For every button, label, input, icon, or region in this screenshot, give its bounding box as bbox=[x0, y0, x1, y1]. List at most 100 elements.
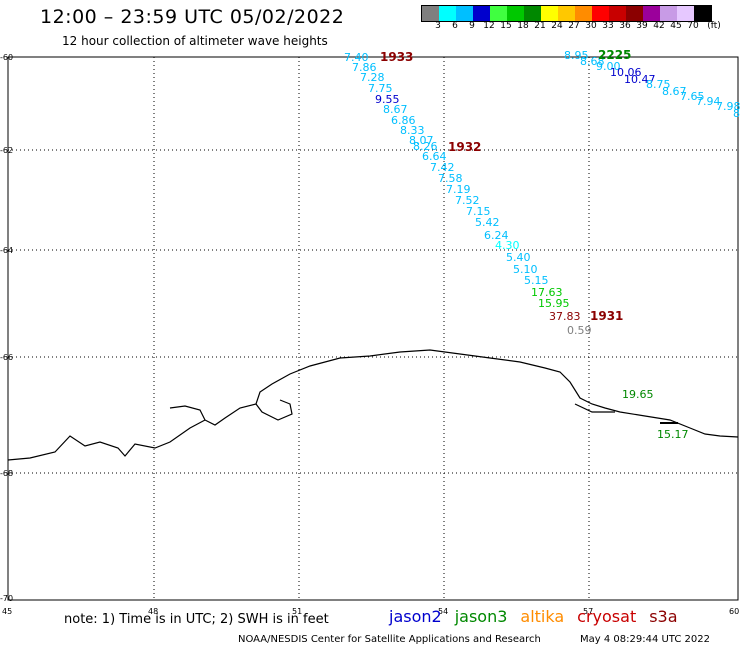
lon-label: 45 bbox=[2, 607, 12, 616]
colorbar-tick: 21 bbox=[534, 21, 546, 31]
swh-value: 4.30 bbox=[495, 239, 520, 252]
colorbar-ticks: 3 6 9 12 15 18 21 24 27 30 33 36 39 42 45 70 (ft) bbox=[421, 21, 740, 33]
colorbar-swatch bbox=[456, 6, 473, 21]
lat-label: -62 bbox=[0, 146, 13, 155]
colorbar-tick: 18 bbox=[517, 21, 529, 31]
colorbar-swatch bbox=[439, 6, 456, 21]
swh-value: 8.07 bbox=[409, 134, 434, 147]
swh-value: 8.95 bbox=[564, 49, 589, 62]
pass-time: 2225 bbox=[598, 48, 631, 62]
swh-value: 7.19 bbox=[446, 183, 471, 196]
swh-value: 9.55 bbox=[375, 93, 400, 106]
lat-label: -70 bbox=[0, 594, 13, 603]
colorbar-tick: 24 bbox=[551, 21, 563, 31]
note-text: note: 1) Time is in UTC; 2) SWH is in fe… bbox=[64, 612, 329, 627]
timestamp: May 4 08:29:44 UTC 2022 bbox=[580, 634, 710, 645]
swh-value: 7.75 bbox=[368, 82, 393, 95]
swh-value: 15.95 bbox=[538, 297, 570, 310]
satellite-cryosat: cryosat bbox=[577, 607, 637, 626]
swh-value: 5.10 bbox=[513, 263, 538, 276]
lat-label: -66 bbox=[0, 353, 13, 362]
colorbar-swatch bbox=[592, 6, 609, 21]
colorbar-tick: 70 bbox=[687, 21, 699, 31]
swh-value: 6.86 bbox=[391, 114, 416, 127]
lon-label: 54 bbox=[438, 607, 448, 616]
colorbar-tick: 36 bbox=[619, 21, 631, 31]
colorbar-swatch bbox=[422, 6, 439, 21]
colorbar-swatch bbox=[507, 6, 524, 21]
lat-label: -68 bbox=[0, 469, 13, 478]
swh-value: 8.26 bbox=[413, 140, 438, 153]
swh-value: 8.67 bbox=[662, 85, 687, 98]
colorbar-swatch bbox=[541, 6, 558, 21]
graticule bbox=[8, 56, 740, 600]
lon-label: 60 bbox=[729, 607, 739, 616]
lon-label: 57 bbox=[583, 607, 593, 616]
swh-value: 10.06 bbox=[610, 66, 642, 79]
satellite-s3a: s3a bbox=[649, 607, 678, 626]
swh-value: 7.42 bbox=[430, 161, 455, 174]
swh-value: 8 bbox=[733, 107, 740, 120]
swh-value: 7.40 bbox=[344, 51, 369, 64]
page-subtitle: 12 hour collection of altimeter wave hei… bbox=[62, 34, 328, 48]
swh-value: 0.59 bbox=[567, 324, 592, 337]
swh-value: 5.42 bbox=[475, 216, 500, 229]
swh-value: 19.65 bbox=[622, 388, 654, 401]
map-frame bbox=[7, 56, 739, 601]
swh-value: 8.67 bbox=[383, 103, 408, 116]
swh-value: 7.28 bbox=[360, 71, 385, 84]
pass-time: 1932 bbox=[448, 140, 481, 154]
page-title: 12:00 – 23:59 UTC 05/02/2022 bbox=[40, 6, 345, 28]
swh-value: 5.15 bbox=[524, 274, 549, 287]
satellite-legend: jason2 jason3 altika cryosat s3a bbox=[389, 607, 691, 626]
swh-value: 7.98 bbox=[716, 100, 740, 113]
swh-value: 8.68 bbox=[580, 55, 605, 68]
colorbar-tick: 3 bbox=[435, 21, 441, 31]
colorbar-swatch bbox=[643, 6, 660, 21]
colorbar-swatch bbox=[524, 6, 541, 21]
colorbar-swatch bbox=[473, 6, 490, 21]
satellite-jason3: jason3 bbox=[454, 607, 508, 626]
colorbar-tick: (ft) bbox=[707, 21, 721, 31]
colorbar-tick: 15 bbox=[500, 21, 512, 31]
lon-label: 48 bbox=[148, 607, 158, 616]
swh-value: 15.17 bbox=[657, 428, 689, 441]
colorbar-tick: 42 bbox=[653, 21, 665, 31]
swh-value: 7.52 bbox=[455, 194, 480, 207]
pass-time: 1931 bbox=[590, 309, 623, 323]
colorbar-swatch bbox=[575, 6, 592, 21]
colorbar-swatch bbox=[490, 6, 507, 21]
swh-value: 10.47 bbox=[624, 73, 656, 86]
colorbar-tick: 39 bbox=[636, 21, 648, 31]
colorbar-tick: 33 bbox=[602, 21, 614, 31]
swh-value: 17.63 bbox=[531, 286, 563, 299]
satellite-jason2: jason2 bbox=[389, 607, 442, 626]
coastline-inlet bbox=[169, 399, 615, 421]
swh-value: 8.33 bbox=[400, 124, 425, 137]
colorbar-swatch bbox=[694, 6, 711, 21]
colorbar-swatch bbox=[558, 6, 575, 21]
colorbar-tick: 45 bbox=[670, 21, 682, 31]
antarctic-coastline bbox=[7, 349, 739, 461]
swh-value: 5.40 bbox=[506, 251, 531, 264]
colorbar-swatch bbox=[677, 6, 694, 21]
colorbar-swatch bbox=[609, 6, 626, 21]
colorbar-tick: 27 bbox=[568, 21, 580, 31]
swh-value: 7.94 bbox=[696, 95, 721, 108]
colorbar-tick: 9 bbox=[469, 21, 475, 31]
swh-value: 9.00 bbox=[596, 60, 621, 73]
swh-value: 8.75 bbox=[646, 78, 671, 91]
swh-value: 6.64 bbox=[422, 150, 447, 163]
lat-label: -64 bbox=[0, 246, 13, 255]
colorbar-tick: 6 bbox=[452, 21, 458, 31]
swh-value: 7.58 bbox=[438, 172, 463, 185]
lat-label: -60 bbox=[0, 53, 13, 62]
wave-height-colorbar bbox=[421, 5, 712, 22]
colorbar-tick: 12 bbox=[483, 21, 495, 31]
pass-time: 1933 bbox=[380, 50, 413, 64]
colorbar-tick: 30 bbox=[585, 21, 597, 31]
credit-text: NOAA/NESDIS Center for Satellite Applica… bbox=[238, 634, 541, 645]
swh-value: 7.86 bbox=[352, 61, 377, 74]
colorbar-swatch bbox=[660, 6, 677, 21]
